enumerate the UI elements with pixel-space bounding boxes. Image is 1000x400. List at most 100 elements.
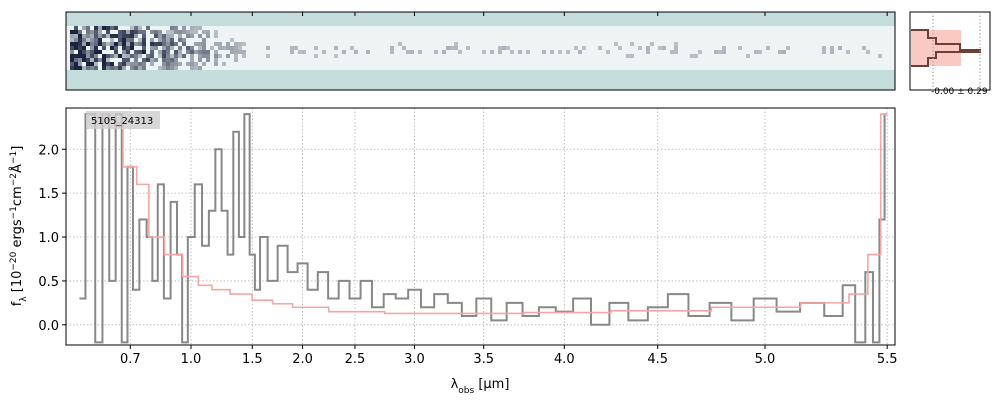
- pixel: [118, 66, 122, 70]
- pixel: [194, 30, 198, 34]
- pixel: [130, 54, 134, 58]
- pixel: [186, 30, 190, 34]
- pixel: [74, 34, 78, 38]
- pixel: [134, 66, 138, 70]
- pixel: [234, 58, 238, 62]
- pixel: [226, 42, 230, 46]
- pixel: [146, 58, 150, 62]
- pixel: [194, 42, 198, 46]
- pixel: [446, 46, 450, 50]
- pixel: [82, 50, 86, 54]
- pixel: [186, 34, 190, 38]
- pixel: [90, 62, 94, 66]
- pixel: [102, 66, 106, 70]
- pixel: [94, 50, 98, 54]
- y-label-part: [10: [10, 271, 25, 297]
- pixel: [150, 58, 154, 62]
- pixel: [214, 34, 218, 38]
- pixel: [458, 50, 462, 54]
- pixel: [574, 46, 578, 50]
- pixel: [98, 42, 102, 46]
- pixel: [146, 26, 150, 30]
- spectrum-2d: [66, 12, 895, 90]
- pixel: [114, 66, 118, 70]
- pixel: [234, 46, 238, 50]
- pixel: [102, 34, 106, 38]
- x-tick-label: 4.0: [554, 352, 575, 367]
- pixel: [202, 50, 206, 54]
- pixel: [482, 50, 486, 54]
- pixel: [170, 30, 174, 34]
- pixel: [102, 26, 106, 30]
- pixel: [130, 66, 134, 70]
- pixel: [142, 50, 146, 54]
- pixel: [766, 46, 770, 50]
- pixel: [206, 54, 210, 58]
- pixel: [82, 26, 86, 30]
- pixel: [162, 34, 166, 38]
- y-label-part: −20: [9, 251, 19, 270]
- pixel: [154, 42, 158, 46]
- pixel: [786, 46, 790, 50]
- y-label-part: λ: [19, 296, 29, 302]
- pixel: [110, 26, 114, 30]
- pixel: [190, 54, 194, 58]
- pixel: [722, 46, 726, 50]
- pixel: [234, 42, 238, 46]
- pixel: [82, 54, 86, 58]
- pixel: [218, 46, 222, 50]
- pixel: [94, 58, 98, 62]
- pixel: [98, 38, 102, 42]
- pixel: [74, 30, 78, 34]
- pixel: [178, 30, 182, 34]
- pixel: [106, 58, 110, 62]
- pixel: [402, 46, 406, 50]
- pixel: [830, 50, 834, 54]
- pixel: [86, 30, 90, 34]
- y-tick-label: 0.5: [38, 275, 59, 290]
- pixel: [506, 46, 510, 50]
- pixel: [166, 42, 170, 46]
- pixel: [94, 30, 98, 34]
- pixel: [226, 46, 230, 50]
- pixel: [70, 54, 74, 58]
- pixel: [190, 34, 194, 38]
- pixel: [418, 50, 422, 54]
- pixel: [74, 42, 78, 46]
- pixel: [138, 42, 142, 46]
- pixel: [122, 38, 126, 42]
- pixel: [78, 46, 82, 50]
- pixel: [670, 50, 674, 54]
- pixel: [398, 42, 402, 46]
- pixel: [238, 46, 242, 50]
- pixel: [166, 38, 170, 42]
- profile-line: [911, 29, 981, 67]
- pixel: [190, 62, 194, 66]
- pixel: [150, 54, 154, 58]
- pixel: [234, 50, 238, 54]
- pixel: [526, 50, 530, 54]
- pixel: [90, 66, 94, 70]
- pixel: [110, 42, 114, 46]
- pixel: [174, 58, 178, 62]
- y-tick-label: 1.5: [38, 187, 59, 202]
- pixel: [186, 50, 190, 54]
- annotation: 5105_24313: [91, 116, 153, 127]
- pixel: [822, 46, 826, 50]
- pixel: [162, 62, 166, 66]
- pixel: [218, 42, 222, 46]
- pixel: [122, 66, 126, 70]
- pixel: [206, 58, 210, 62]
- pixel: [454, 42, 458, 46]
- pixel: [98, 30, 102, 34]
- pixel: [94, 42, 98, 46]
- pixel: [70, 58, 74, 62]
- x-tick-label: 0.7: [120, 352, 141, 367]
- pixel: [618, 46, 622, 50]
- pixel: [606, 50, 610, 54]
- pixel: [82, 46, 86, 50]
- image-band: [66, 26, 895, 70]
- pixel: [170, 34, 174, 38]
- pixel: [150, 62, 154, 66]
